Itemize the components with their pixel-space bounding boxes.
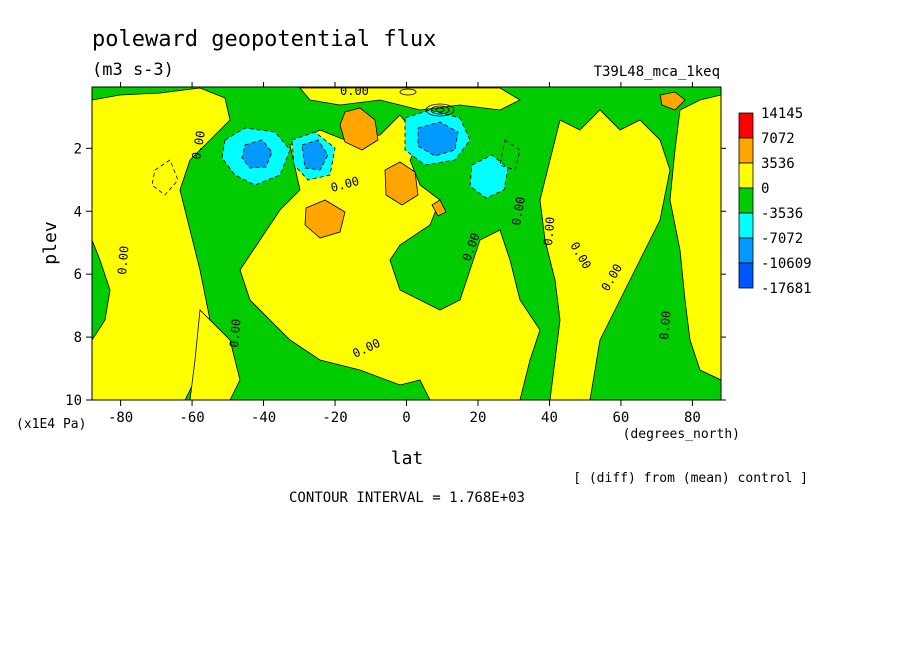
yellow-region-sh-polar <box>92 87 231 400</box>
y-tick-label: 8 <box>74 330 82 346</box>
contour-dashed-sh <box>151 159 179 196</box>
legend-level-label: -7072 <box>761 231 803 247</box>
y-tick-label: 4 <box>74 204 82 220</box>
orange-region-sh <box>304 199 346 239</box>
legend-swatch <box>738 137 754 164</box>
contour-positive-peak-core <box>435 107 445 113</box>
axes: -80 -60 -40 -20 0 20 40 60 80 2 4 6 8 10 <box>65 82 726 426</box>
x-tick-label: -40 <box>251 410 276 426</box>
x-axis-units: (degrees_north) <box>623 427 740 442</box>
chart-title: poleward geopotential flux <box>92 27 436 52</box>
blue-region-sh <box>241 139 273 169</box>
x-tick-label: 0 <box>402 410 410 426</box>
legend-level-label: -10609 <box>761 256 812 272</box>
blue-regions <box>241 121 459 171</box>
orange-region-small <box>431 199 447 217</box>
yellow-region-nh-mid <box>539 109 671 400</box>
legend-swatch <box>738 237 754 264</box>
legend-level-label: 0 <box>761 181 769 197</box>
y-tick-label: 2 <box>74 141 82 157</box>
legend-level-label: 7072 <box>761 131 795 147</box>
contour-interval: CONTOUR INTERVAL = 1.768E+03 <box>289 490 525 506</box>
contour-label: 0.00 <box>115 245 131 275</box>
x-tick-label: -60 <box>179 410 204 426</box>
contour-label: 0.00 <box>657 310 673 340</box>
orange-region-center <box>384 161 419 206</box>
contour-label: 0.00 <box>541 216 557 246</box>
legend-level-label: -17681 <box>761 281 812 297</box>
contour-positive-peak <box>425 103 455 117</box>
legend-level-label: 3536 <box>761 156 795 172</box>
contour-label: 0.00 <box>509 196 528 227</box>
y-tick-label: 6 <box>74 267 82 283</box>
contour-label: 0.00 <box>340 84 369 98</box>
blue-region-nh <box>417 121 459 157</box>
y-axis-label: plev <box>40 221 61 264</box>
legend-swatch <box>738 212 754 239</box>
y-tick-label: 10 <box>65 393 82 409</box>
legend-swatch <box>738 187 754 214</box>
contour-positive-peak-inner <box>430 105 450 115</box>
experiment-label: T39L48_mca_1keq <box>594 64 720 80</box>
x-tick-label: 60 <box>613 410 630 426</box>
orange-regions <box>304 91 686 239</box>
orange-region-upper <box>339 107 379 151</box>
orange-region-nh-polar <box>659 91 686 111</box>
blue-region-sh2 <box>301 139 329 171</box>
yellow-region-central <box>239 114 541 400</box>
contour-top-peak <box>399 88 417 96</box>
y-axis-units: (x1E4 Pa) <box>16 417 86 432</box>
x-axis-label: lat <box>391 448 424 469</box>
contour-lines <box>151 88 521 196</box>
legend-swatch <box>738 112 754 139</box>
contour-field: 0.00 0.00 0.00 0.00 0.00 0.00 0.00 0.00 … <box>92 84 721 400</box>
positive-regions <box>92 87 721 400</box>
contour-dashed-nh <box>499 139 521 171</box>
legend-swatch <box>738 162 754 189</box>
cyan-region-nh-sub <box>469 154 509 199</box>
yellow-region-nh-polar <box>669 94 721 381</box>
legend-swatch <box>738 262 754 289</box>
contour-label: 0.00 <box>227 318 243 348</box>
x-tick-label: 40 <box>541 410 558 426</box>
x-tick-label: 20 <box>470 410 487 426</box>
x-tick-label: -80 <box>108 410 133 426</box>
x-tick-label: 80 <box>684 410 701 426</box>
yellow-region-top <box>299 87 521 111</box>
x-tick-label: -20 <box>322 410 347 426</box>
contour-label: 0.00 <box>189 130 208 161</box>
legend-level-label: -3536 <box>761 206 803 222</box>
color-legend: 14145 7072 3536 0 -3536 -7072 -10609 -17681 <box>738 106 812 297</box>
legend-level-label: 14145 <box>761 106 803 122</box>
chart-units: (m3 s-3) <box>92 60 174 80</box>
yellow-region-low-sh <box>189 309 241 400</box>
diff-annotation: [ (diff) from (mean) control ] <box>573 471 808 486</box>
